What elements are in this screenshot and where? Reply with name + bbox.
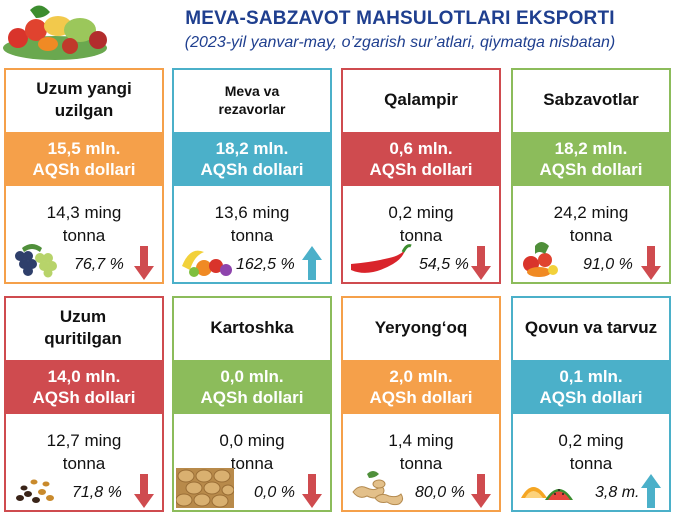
value-amount: 18,2 mln. <box>215 138 289 158</box>
change-percent: 80,0 % <box>415 484 465 501</box>
arrow-up-icon <box>641 474 661 508</box>
value-band: 0,6 mln. AQSh dollari <box>343 132 499 186</box>
value-band: 0,1 mln. AQSh dollari <box>513 360 669 414</box>
card-uzum-quritilgan: Uzum quritilgan 14,0 mln. AQSh dollari 1… <box>4 296 164 512</box>
quantity-amount: 1,4 ming <box>388 431 454 450</box>
value-unit: AQSh dollari <box>369 160 473 179</box>
card-name: Kartoshka <box>210 317 294 337</box>
quantity: 24,2 ming tonna <box>513 202 669 248</box>
card-qovun-tarvuz: Qovun va tarvuz 0,1 mln. AQSh dollari 0,… <box>511 296 671 512</box>
value-amount: 0,1 mln. <box>559 366 623 386</box>
quantity-amount: 13,6 ming <box>214 203 290 222</box>
change-percent: 71,8 % <box>72 484 122 501</box>
card-qalampir: Qalampir 0,6 mln. AQSh dollari 0,2 ming … <box>341 68 501 284</box>
quantity: 14,3 ming tonna <box>6 202 162 248</box>
quantity-amount: 14,3 ming <box>46 203 122 222</box>
change-percent: 54,5 % <box>419 256 469 273</box>
arrow-down-icon <box>471 246 491 280</box>
value-amount: 18,2 mln. <box>554 138 628 158</box>
card-name: Meva va rezavorlar <box>218 82 286 117</box>
change-percent: 3,8 m. <box>595 484 640 501</box>
vegetables-basket-icon <box>3 5 107 60</box>
quantity-unit: tonna <box>569 225 613 245</box>
card-sabzavotlar: Sabzavotlar 18,2 mln. AQSh dollari 24,2 … <box>511 68 671 284</box>
value-unit: AQSh dollari <box>200 160 304 179</box>
value-unit: AQSh dollari <box>539 160 643 179</box>
card-name: Qovun va tarvuz <box>524 317 658 337</box>
card-name: Sabzavotlar <box>543 89 639 109</box>
card-yeryongoq: Yeryong‘oq 2,0 mln. AQSh dollari 1,4 min… <box>341 296 501 512</box>
value-unit: AQSh dollari <box>32 160 136 179</box>
value-band: 2,0 mln. AQSh dollari <box>343 360 499 414</box>
value-amount: 0,6 mln. <box>389 138 453 158</box>
arrow-down-icon <box>302 474 322 508</box>
raisins-icon <box>16 479 54 503</box>
card-meva-rezavorlar: Meva va rezavorlar 18,2 mln. AQSh dollar… <box>172 68 332 284</box>
value-band: 15,5 mln. AQSh dollari <box>6 132 162 186</box>
quantity: 12,7 ming tonna <box>6 430 162 476</box>
card-name: Uzum yangi uzilgan <box>36 78 132 120</box>
card-kartoshka: Kartoshka 0,0 mln. AQSh dollari 0,0 ming… <box>172 296 332 512</box>
value-amount: 0,0 mln. <box>220 366 284 386</box>
value-unit: AQSh dollari <box>539 388 643 407</box>
quantity: 1,4 ming tonna <box>343 430 499 476</box>
change-percent: 76,7 % <box>74 256 124 273</box>
quantity-unit: tonna <box>62 225 106 245</box>
potatoes-icon <box>176 468 234 508</box>
change-percent: 162,5 % <box>236 256 295 273</box>
quantity-unit: tonna <box>230 225 274 245</box>
arrow-down-icon <box>641 246 661 280</box>
quantity: 13,6 ming tonna <box>174 202 330 248</box>
value-unit: AQSh dollari <box>369 388 473 407</box>
quantity-amount: 0,2 ming <box>388 203 454 222</box>
value-amount: 2,0 mln. <box>389 366 453 386</box>
card-name: Qalampir <box>384 89 458 109</box>
arrow-down-icon <box>471 474 491 508</box>
change-percent: 91,0 % <box>583 256 633 273</box>
quantity-amount: 0,2 ming <box>558 431 624 450</box>
vegetables-icon <box>523 242 558 277</box>
arrow-down-icon <box>134 474 154 508</box>
card-uzum-yangi: Uzum yangi uzilgan 15,5 mln. AQSh dollar… <box>4 68 164 284</box>
peanuts-icon <box>352 471 404 506</box>
page-title: MEVA-SABZAVOT MAHSULOTLARI EKSPORTI <box>185 8 615 29</box>
arrow-down-icon <box>134 246 154 280</box>
quantity-amount: 24,2 ming <box>553 203 629 222</box>
quantity-unit: tonna <box>399 453 443 473</box>
quantity-unit: tonna <box>230 453 274 473</box>
value-band: 18,2 mln. AQSh dollari <box>174 132 330 186</box>
quantity: 0,0 ming tonna <box>174 430 330 476</box>
value-band: 14,0 mln. AQSh dollari <box>6 360 162 414</box>
change-percent: 0,0 % <box>254 484 295 501</box>
quantity-amount: 12,7 ming <box>46 431 122 450</box>
quantity-amount: 0,0 ming <box>219 431 285 450</box>
arrow-up-icon <box>302 246 322 280</box>
value-band: 0,0 mln. AQSh dollari <box>174 360 330 414</box>
value-band: 18,2 mln. AQSh dollari <box>513 132 669 186</box>
fruits-icon <box>182 250 232 277</box>
card-name: Uzum quritilgan <box>44 306 122 348</box>
quantity: 0,2 ming tonna <box>343 202 499 248</box>
quantity: 0,2 ming tonna <box>513 430 669 476</box>
value-unit: AQSh dollari <box>200 388 304 407</box>
card-name: Yeryong‘oq <box>374 317 468 337</box>
quantity-unit: tonna <box>569 453 613 473</box>
value-unit: AQSh dollari <box>32 388 136 407</box>
chili-pepper-icon <box>351 244 412 273</box>
grapes-icon <box>15 244 57 278</box>
quantity-unit: tonna <box>399 225 443 245</box>
value-amount: 14,0 mln. <box>47 366 121 386</box>
melon-watermelon-icon <box>521 487 573 500</box>
quantity-unit: tonna <box>62 453 106 473</box>
value-amount: 15,5 mln. <box>47 138 121 158</box>
page-subtitle: (2023-yil yanvar-may, o’zgarish sur’atla… <box>184 34 616 51</box>
